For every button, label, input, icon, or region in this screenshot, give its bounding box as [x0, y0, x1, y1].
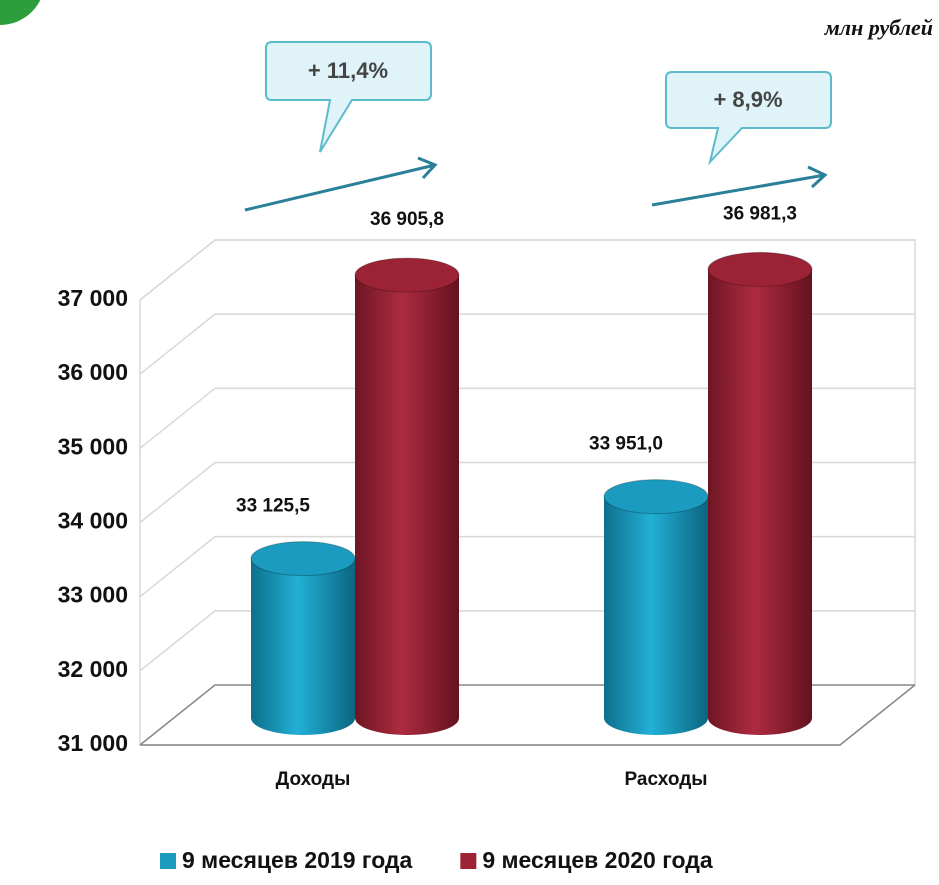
data-label: 33 951,0: [589, 434, 663, 455]
grid-line: [139, 387, 915, 449]
y-tick-label: 37 000: [58, 285, 128, 311]
data-label: 36 905,8: [370, 209, 444, 230]
data-label: 33 125,5: [236, 496, 310, 517]
x-tick-label: Доходы: [276, 769, 351, 790]
floor: [140, 684, 916, 746]
callout: [265, 41, 832, 166]
x-tick-label: Расходы: [624, 769, 707, 790]
annotation: + 11,4%: [308, 58, 388, 83]
legend-swatch: [160, 853, 176, 869]
y-tick-label: 32 000: [58, 656, 128, 682]
data-label: 36 981,3: [723, 203, 797, 224]
bar-top: [707, 251, 813, 287]
bar-top: [354, 257, 460, 293]
annotation: + 8,9%: [713, 87, 782, 112]
bar: [251, 558, 355, 718]
trend-arrow: [244, 156, 828, 212]
legend-swatch: [460, 853, 477, 869]
y-tick-label: 34 000: [58, 508, 128, 534]
grid-line: [139, 313, 915, 375]
bar: [708, 269, 812, 718]
y-tick-label: 31 000: [58, 730, 128, 756]
bar: [604, 496, 708, 718]
legend-label: 9 месяцев 2020 года: [482, 847, 713, 873]
unit-note: млн рублей: [824, 15, 933, 40]
bar-top: [603, 479, 709, 515]
grid-line: [139, 239, 915, 301]
y-tick-label: 36 000: [58, 359, 128, 385]
legend-label: 9 месяцев 2019 года: [182, 847, 413, 873]
corner-badge: [0, 0, 41, 25]
bar: [355, 275, 459, 718]
y-tick-label: 35 000: [58, 433, 128, 459]
bar-top: [250, 541, 356, 577]
y-tick-label: 33 000: [58, 582, 128, 608]
grid-line: [139, 461, 915, 524]
